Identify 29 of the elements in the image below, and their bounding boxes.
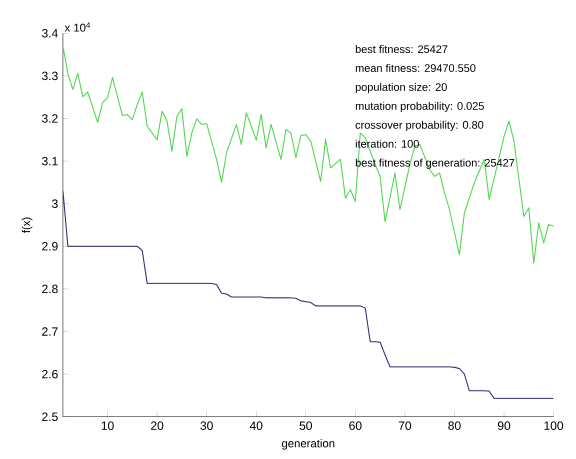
annotation: mutation probability: 0.025 bbox=[356, 102, 484, 112]
y-tick-label: 3.3 bbox=[42, 72, 58, 80]
x-tick-label: 50 bbox=[300, 421, 312, 430]
x-tick-label: 60 bbox=[349, 421, 362, 430]
annotation: mean fitness: 29470.550 bbox=[356, 64, 476, 72]
x-tick-label: 90 bbox=[498, 421, 510, 430]
x-tick-label: 10 bbox=[102, 421, 114, 430]
annotation: best fitness: 25427 bbox=[356, 45, 448, 54]
y-tick-label: 2.5 bbox=[42, 412, 58, 421]
y-tick-label: 2.7 bbox=[42, 327, 58, 336]
y-tick-label: 2.8 bbox=[42, 284, 58, 294]
annotation: crossover probability: 0.80 bbox=[356, 120, 484, 131]
x-tick-label: 70 bbox=[398, 421, 412, 430]
text: x 10$^{4}$ bbox=[64, 22, 90, 32]
x-tick-label: 20 bbox=[151, 421, 164, 430]
x-axis-title: generation bbox=[282, 439, 334, 450]
x-tick-label: 30 bbox=[200, 421, 213, 430]
y-tick-label: 2.6 bbox=[42, 370, 58, 378]
x-tick-label: 80 bbox=[448, 421, 461, 430]
x-tick-label: 40 bbox=[250, 421, 262, 430]
y-tick-label: 3 bbox=[52, 199, 58, 208]
y-tick-label: 3.1 bbox=[42, 156, 58, 166]
x-tick-label: 100 bbox=[544, 421, 564, 430]
y-tick-label: 2.9 bbox=[42, 242, 58, 251]
y-axis-title: f(x) bbox=[22, 218, 32, 234]
y-tick-label: 3.2 bbox=[42, 114, 58, 123]
y-tick-label: 3.4 bbox=[42, 29, 58, 38]
annotation: population size: 20 bbox=[356, 82, 447, 94]
line-series bbox=[62, 46, 554, 264]
